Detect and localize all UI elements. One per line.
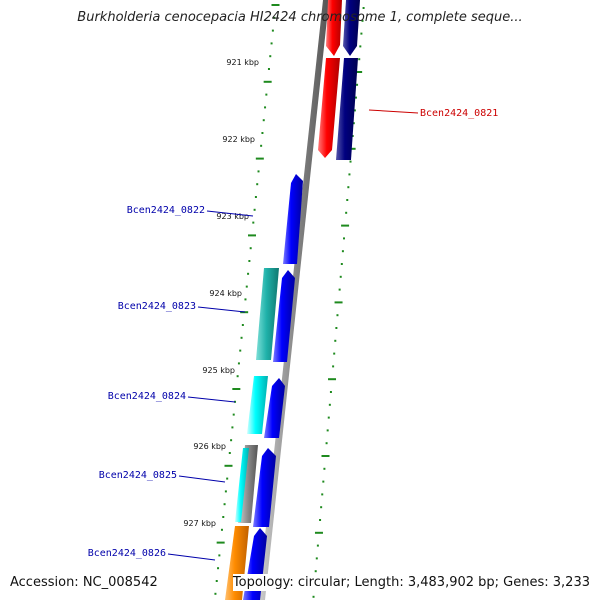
gene-feature-navy-top[interactable]	[343, 0, 360, 56]
topology-text: Topology: circular; Length: 3,483,902 bp…	[232, 574, 590, 591]
gene-label-0823[interactable]: Bcen2424_0823	[118, 301, 196, 312]
gene-features	[225, 0, 360, 600]
gene-feature-red-0821[interactable]	[318, 58, 340, 158]
gene-feature-0822[interactable]	[283, 174, 303, 264]
gene-feature-0823-teal[interactable]	[256, 268, 279, 360]
tick-label-922: 922 kbp	[222, 135, 255, 144]
gene-label-0824[interactable]: Bcen2424_0824	[108, 391, 186, 402]
tick-label-926: 926 kbp	[193, 442, 226, 451]
leader-line-0824	[187, 396, 236, 403]
tick-label-925: 925 kbp	[202, 366, 235, 375]
leader-line-0825	[178, 475, 226, 483]
gene-label-0826[interactable]: Bcen2424_0826	[88, 548, 166, 559]
tick-label-927: 927 kbp	[183, 519, 216, 528]
gene-labels: Bcen2424_0821 Bcen2424_0822 Bcen2424_082…	[88, 108, 499, 559]
leader-line-0826	[167, 553, 216, 561]
gene-label-0821[interactable]: Bcen2424_0821	[420, 108, 498, 119]
map-title: Burkholderia cenocepacia HI2424 chromoso…	[77, 10, 523, 25]
leader-line-0822	[206, 210, 254, 217]
gene-feature-0824[interactable]	[264, 378, 285, 438]
tick-label-923: 923 kbp	[216, 212, 249, 221]
chromosome-backbone	[258, 0, 329, 600]
tick-label-924: 924 kbp	[209, 289, 242, 298]
gene-label-lines	[167, 109, 419, 561]
gene-feature-0825[interactable]	[253, 448, 276, 527]
gene-feature-0825-cyan[interactable]	[235, 448, 249, 522]
leader-line-0823	[197, 306, 246, 313]
gene-feature-0823[interactable]	[273, 270, 295, 362]
gene-label-0822[interactable]: Bcen2424_0822	[127, 205, 205, 216]
gene-feature-navy-0821[interactable]	[336, 58, 358, 160]
gene-feature-red-top[interactable]	[326, 0, 342, 56]
gene-feature-0824-cyan[interactable]	[247, 376, 268, 434]
accession-text: Accession: NC_008542	[10, 574, 158, 591]
tick-label-921: 921 kbp	[226, 58, 259, 67]
tick-labels: 921 kbp 922 kbp 923 kbp 924 kbp 925 kbp …	[183, 58, 259, 528]
leader-line-0821	[368, 109, 419, 114]
gene-label-0825[interactable]: Bcen2424_0825	[99, 470, 177, 481]
